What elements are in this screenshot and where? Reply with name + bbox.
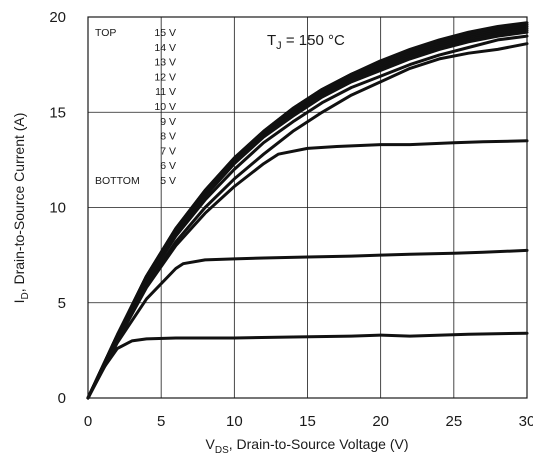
y-tick-label: 20	[49, 9, 66, 26]
annotation-sub: J	[276, 40, 282, 52]
plot-frame	[87, 16, 528, 399]
y-tick-label: 5	[58, 295, 66, 312]
y-tick-label: 0	[58, 390, 66, 407]
legend-entry: 15 V	[154, 27, 176, 39]
x-tick-labels: 0 5 10 15 20 25 30	[84, 413, 533, 430]
legend-entry: 6 V	[160, 160, 176, 172]
x-tick-label: 20	[372, 413, 389, 430]
series-line-7	[86, 34, 529, 400]
legend-entry: 8 V	[160, 131, 176, 143]
legend-entries: 15 V 14 V 13 V 12 V 11 V 10 V 9 V 8 V 7 V 6 V 5 V	[154, 27, 176, 187]
x-axis-label-sub: DS	[215, 445, 229, 455]
x-tick-label: 5	[157, 413, 165, 430]
legend-entry: 7 V	[160, 145, 176, 157]
x-tick-label: 25	[445, 413, 462, 430]
y-tick-label: 10	[49, 200, 66, 217]
x-tick-label: 10	[226, 413, 243, 430]
y-tick-labels: 0 5 10 15 20	[49, 9, 66, 407]
annotation-rest: = 150 °C	[282, 32, 345, 49]
legend-entry: 14 V	[154, 42, 176, 54]
y-axis-label: ID, Drain-to-Source Current (A)	[11, 113, 31, 304]
legend-entry: 5 V	[160, 175, 176, 187]
y-axis-label-rest: , Drain-to-Source Current (A)	[11, 113, 27, 293]
legend-entry: 10 V	[154, 101, 176, 113]
y-axis-label-sub: D	[20, 292, 31, 299]
series-line-8	[86, 42, 529, 400]
annotation-main: T	[267, 32, 276, 49]
x-tick-label: 30	[519, 413, 533, 430]
x-axis-label: VDS, Drain-to-Source Voltage (V)	[206, 436, 409, 455]
x-tick-label: 15	[299, 413, 316, 430]
legend-entry: 11 V	[155, 86, 176, 98]
legend-top-label: TOP	[95, 27, 116, 39]
series-line-9	[86, 139, 529, 400]
legend: TOP BOTTOM 15 V 14 V 13 V 12 V 11 V 10 V 9 V 8 …	[95, 27, 176, 187]
x-tick-label: 0	[84, 413, 92, 430]
legend-bottom-label: BOTTOM	[95, 175, 140, 187]
x-axis-label-rest: , Drain-to-Source Voltage (V)	[229, 436, 409, 452]
series-line-10	[86, 248, 529, 400]
series-lines	[86, 21, 529, 400]
series-line-6	[86, 30, 529, 400]
y-tick-label: 15	[49, 104, 66, 121]
junction-temperature-annotation: TJ = 150 °C	[267, 32, 345, 52]
legend-entry: 9 V	[160, 116, 176, 128]
legend-entry: 12 V	[154, 71, 176, 83]
y-axis-label-main: I	[11, 300, 27, 304]
legend-entry: 13 V	[154, 57, 176, 69]
series-line-11	[86, 331, 529, 400]
x-axis-label-main: V	[206, 436, 216, 452]
